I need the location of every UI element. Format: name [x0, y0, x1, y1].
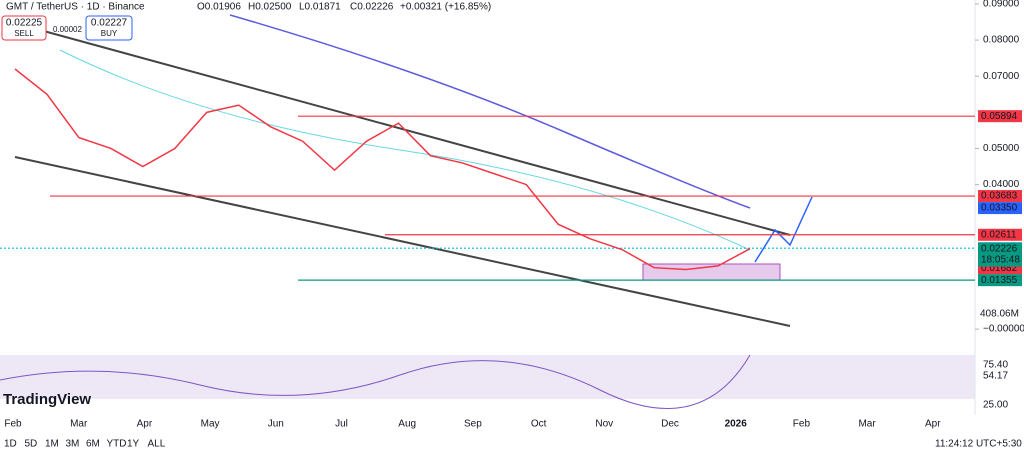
- last-price: 0.02226: [981, 243, 1018, 254]
- buy-button[interactable]: [85, 15, 133, 41]
- price-badge-label: 0.05894: [981, 111, 1018, 122]
- rsi-label: 54.17: [983, 371, 1008, 382]
- rsi-line: [0, 354, 751, 409]
- x-tick-label: Dec: [661, 419, 679, 430]
- price-badge: [978, 202, 1022, 215]
- ma-100: [59, 49, 751, 251]
- high: H0.02500: [248, 2, 292, 13]
- buy-label: BUY: [101, 29, 118, 38]
- x-tick-label: Apr: [137, 419, 153, 430]
- x-tick-label: 2026: [725, 419, 748, 430]
- price-badge-label: 0.03350: [981, 203, 1018, 214]
- x-tick-label: Nov: [595, 419, 613, 430]
- channel-lower: [14, 156, 791, 327]
- y-tick-label: 0.09000: [983, 0, 1020, 10]
- range-button[interactable]: YTD: [107, 439, 127, 450]
- logo: TradingView: [3, 391, 91, 408]
- y-tick-label: 0.05000: [983, 143, 1020, 154]
- symbol: GMT / TetherUS · 1D · Binance: [6, 2, 145, 13]
- y-tick-label: 0.07000: [983, 71, 1020, 82]
- last-price-badge: [978, 242, 1022, 267]
- price-badge-label: 0.03683: [981, 191, 1018, 202]
- close: C0.02226: [350, 2, 394, 13]
- price-badge: [978, 190, 1022, 203]
- y-tick-label: −0.00000: [983, 324, 1024, 335]
- channel-upper: [39, 29, 791, 236]
- ma-200: [229, 14, 751, 209]
- range-button[interactable]: ALL: [148, 439, 166, 450]
- x-tick-label: Jul: [335, 419, 348, 430]
- price-badge-label: 0.01355: [981, 275, 1018, 286]
- x-tick-label: Jun: [268, 419, 284, 430]
- y-tick-label: 0.04000: [983, 179, 1020, 190]
- price-badge: [978, 274, 1022, 287]
- x-tick-label: Mar: [70, 419, 88, 430]
- x-tick-label: Apr: [925, 419, 941, 430]
- x-tick-label: Feb: [4, 419, 22, 430]
- x-tick-label: Feb: [793, 419, 811, 430]
- rsi-pane: [0, 355, 975, 399]
- rsi-label: 25.00: [983, 400, 1008, 411]
- buy-price: 0.02227: [91, 18, 128, 29]
- range-button[interactable]: 1D: [4, 439, 17, 450]
- sell-price: 0.02225: [6, 18, 43, 29]
- sell-label: SELL: [14, 29, 34, 38]
- range-button[interactable]: 6M: [86, 439, 100, 450]
- range-button[interactable]: 5D: [25, 439, 38, 450]
- x-tick-label: Aug: [398, 419, 416, 430]
- price-line: [14, 68, 751, 271]
- price-badge-label: 0.01682: [981, 263, 1018, 274]
- open: O0.01906: [197, 2, 241, 13]
- price-badge: [978, 228, 1022, 241]
- low: L0.01871: [299, 2, 341, 13]
- x-tick-label: Oct: [531, 419, 547, 430]
- x-tick-label: Mar: [858, 419, 876, 430]
- clock: 11:24:12 UTC+5:30: [935, 439, 1022, 450]
- x-tick-label: Sep: [464, 419, 482, 430]
- projection-arrow: [754, 196, 813, 263]
- countdown: 18:05:48: [981, 254, 1020, 265]
- volume-label: 408.06M: [980, 309, 1019, 320]
- range-button[interactable]: 1M: [45, 439, 59, 450]
- range-button[interactable]: 3M: [66, 439, 80, 450]
- sell-button[interactable]: [1, 15, 47, 41]
- change: +0.00321 (+16.85%): [400, 2, 491, 13]
- price-badge-label: 0.02611: [981, 229, 1017, 240]
- y-tick-label: 0.08000: [983, 35, 1020, 46]
- x-tick-label: May: [201, 419, 220, 430]
- spread: 0.00002: [53, 25, 82, 34]
- price-badge: [978, 110, 1022, 123]
- range-button[interactable]: 1Y: [127, 439, 140, 450]
- rsi-label: 75.40: [983, 360, 1008, 371]
